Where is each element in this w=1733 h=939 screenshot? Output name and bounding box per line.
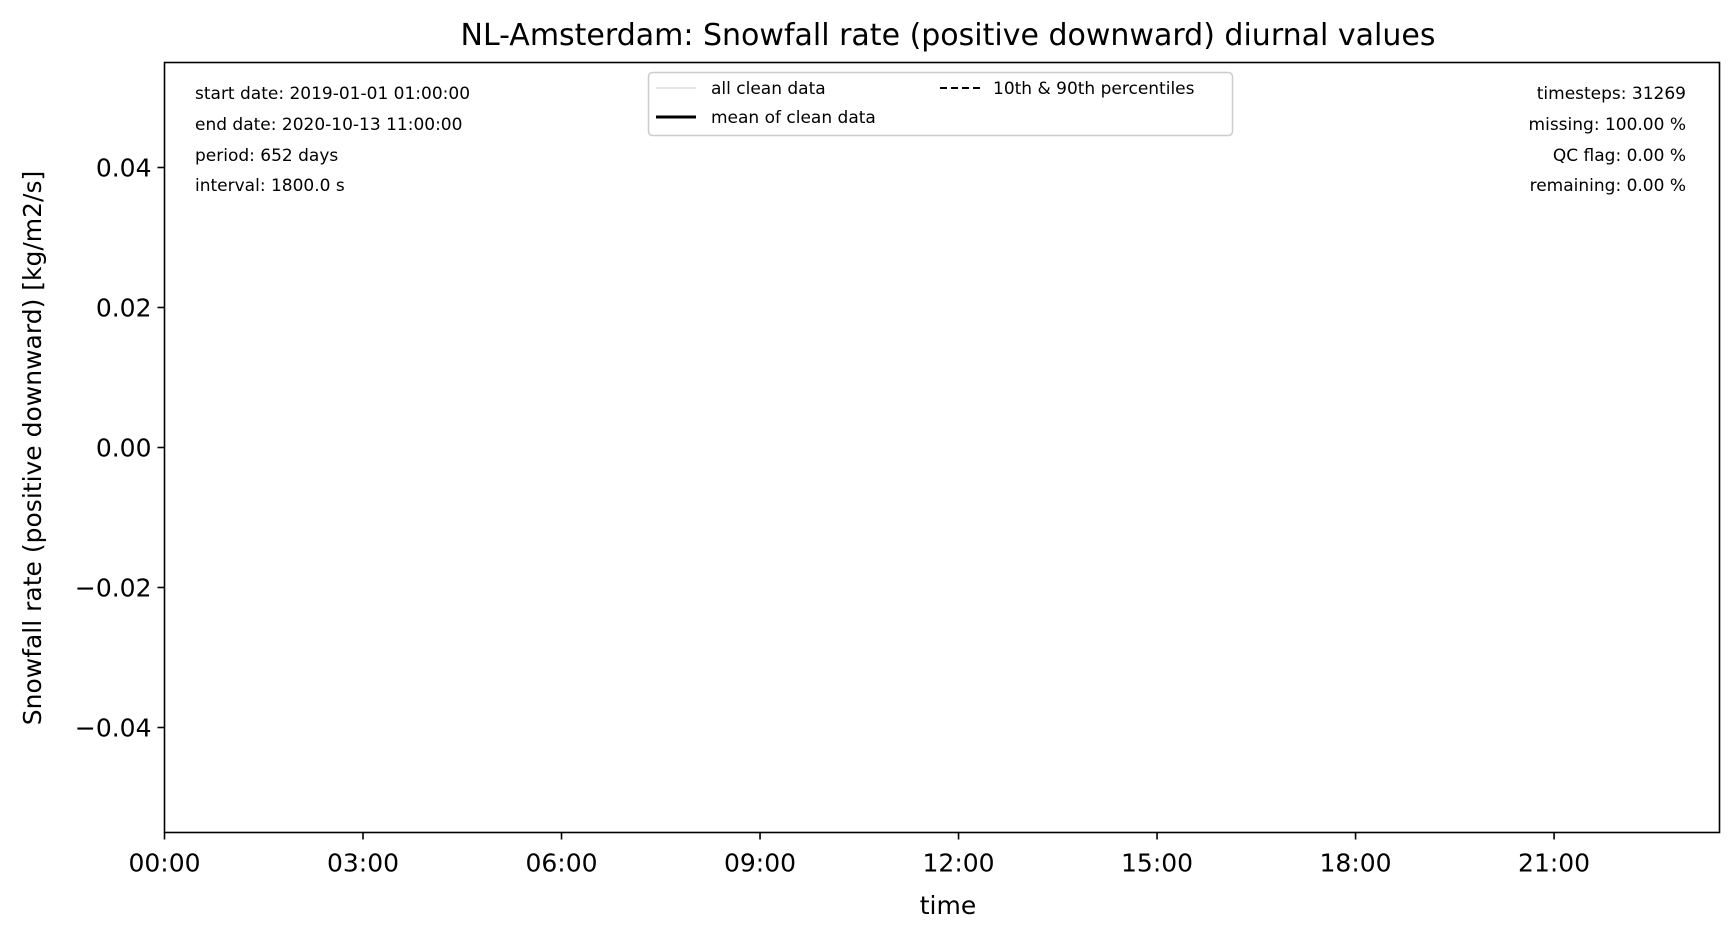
y-tick-label: 0.04 (96, 154, 152, 183)
legend-label-percentiles: 10th & 90th percentiles (993, 79, 1195, 99)
x-tick-label: 03:00 (327, 849, 399, 878)
info-timesteps: timesteps: 31269 (1537, 84, 1686, 104)
legend: all clean data 10th & 90th percentiles m… (647, 71, 1234, 137)
x-tick-label: 00:00 (128, 849, 200, 878)
y-axis: 0.04 0.02 0.00 −0.02 −0.04 (75, 154, 165, 743)
info-start-date: start date: 2019-01-01 01:00:00 (195, 84, 470, 104)
x-tick-label: 09:00 (724, 849, 796, 878)
info-missing: missing: 100.00 % (1529, 115, 1686, 135)
y-tick-label: 0.02 (96, 294, 152, 323)
x-tick-label: 18:00 (1320, 849, 1392, 878)
y-tick-label: −0.02 (75, 574, 152, 603)
info-period: period: 652 days (195, 146, 338, 166)
y-axis-label: Snowfall rate (positive downward) [kg/m2… (18, 171, 47, 726)
info-interval: interval: 1800.0 s (195, 176, 345, 196)
info-right: timesteps: 31269 missing: 100.00 % QC fl… (1529, 84, 1686, 196)
legend-label-all-clean: all clean data (711, 79, 826, 99)
x-axis-label: time (920, 891, 976, 920)
x-tick-label: 15:00 (1121, 849, 1193, 878)
x-tick-label: 12:00 (923, 849, 995, 878)
legend-box (647, 71, 1234, 137)
info-left: start date: 2019-01-01 01:00:00 end date… (195, 84, 470, 196)
info-qc-flag: QC flag: 0.00 % (1553, 146, 1686, 166)
x-tick-label: 21:00 (1518, 849, 1590, 878)
chart-title: NL-Amsterdam: Snowfall rate (positive do… (461, 18, 1436, 53)
legend-label-mean: mean of clean data (711, 108, 876, 128)
info-end-date: end date: 2020-10-13 11:00:00 (195, 115, 462, 135)
x-axis: 00:00 03:00 06:00 09:00 12:00 15:00 18:00 21:00 (128, 832, 1590, 878)
x-tick-label: 06:00 (525, 849, 597, 878)
y-tick-label: 0.00 (96, 434, 152, 463)
plot-area (163, 61, 1721, 834)
info-remaining: remaining: 0.00 % (1530, 176, 1686, 196)
y-tick-label: −0.04 (75, 714, 152, 743)
